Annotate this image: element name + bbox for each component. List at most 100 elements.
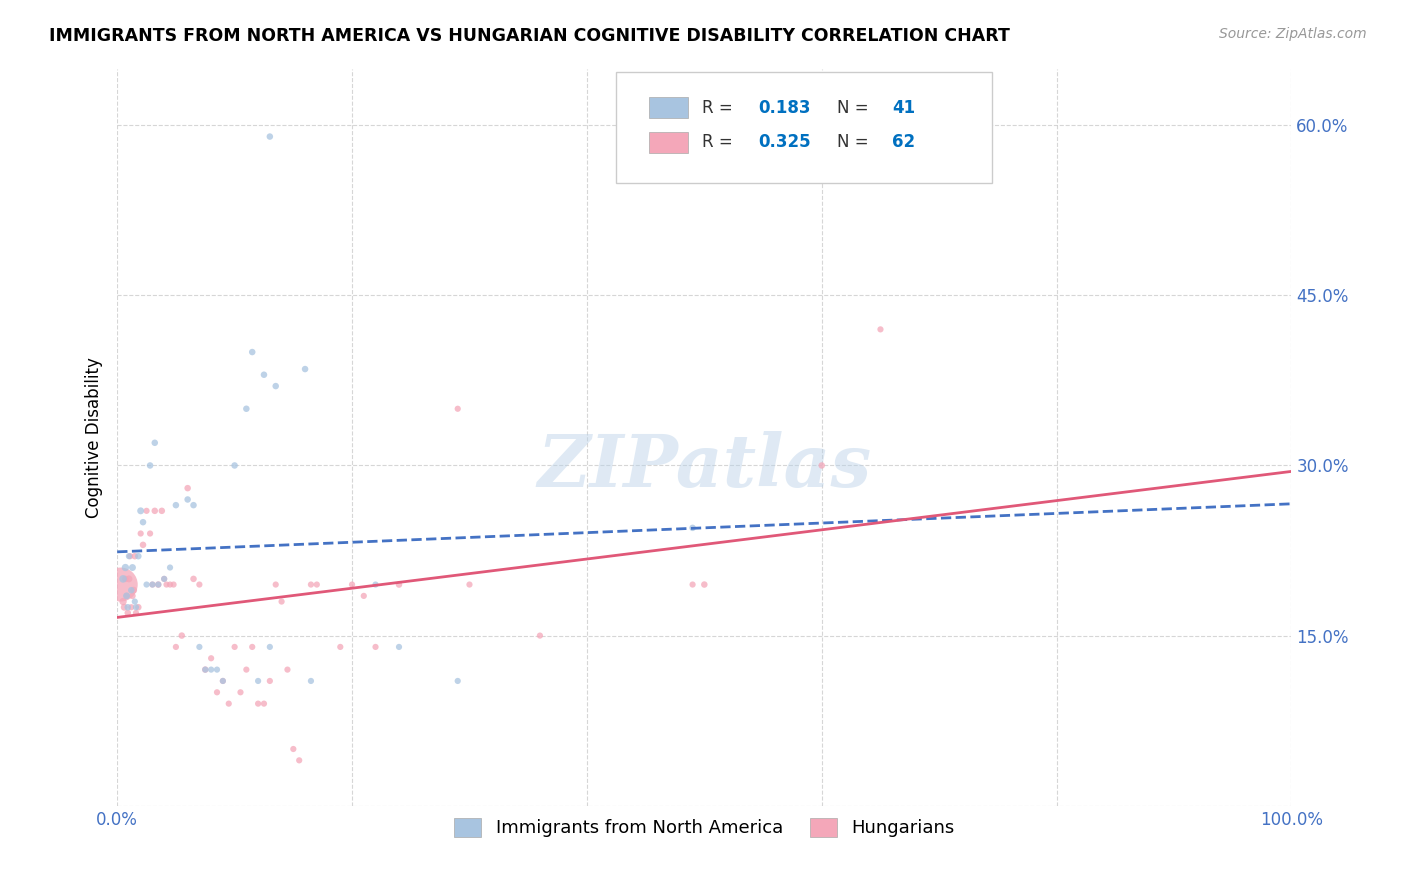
Text: IMMIGRANTS FROM NORTH AMERICA VS HUNGARIAN COGNITIVE DISABILITY CORRELATION CHAR: IMMIGRANTS FROM NORTH AMERICA VS HUNGARI… — [49, 27, 1010, 45]
Text: N =: N = — [837, 99, 875, 117]
Text: R =: R = — [702, 133, 738, 152]
Point — [148, 577, 170, 591]
Point — [114, 560, 136, 574]
Point — [165, 498, 187, 512]
Point — [118, 572, 141, 586]
Point — [141, 577, 163, 591]
Point — [235, 401, 257, 416]
Point — [529, 629, 551, 643]
Point — [176, 481, 198, 495]
Point — [115, 589, 138, 603]
Point — [364, 640, 387, 654]
Point — [120, 600, 142, 615]
Point — [259, 129, 281, 144]
Point — [112, 572, 135, 586]
Legend: Immigrants from North America, Hungarians: Immigrants from North America, Hungarian… — [447, 811, 962, 845]
Point — [259, 673, 281, 688]
Point — [264, 577, 287, 591]
Point — [188, 640, 211, 654]
FancyBboxPatch shape — [616, 72, 993, 183]
Point — [120, 583, 142, 598]
Point — [447, 673, 470, 688]
Point — [364, 577, 387, 591]
Point — [247, 697, 270, 711]
Point — [141, 577, 163, 591]
Point — [353, 589, 375, 603]
Point — [121, 560, 143, 574]
Point — [114, 572, 136, 586]
Point — [143, 504, 166, 518]
Point — [139, 526, 162, 541]
Point — [240, 640, 263, 654]
Point — [299, 673, 322, 688]
Text: 41: 41 — [893, 99, 915, 117]
Point — [253, 697, 276, 711]
Point — [159, 577, 181, 591]
Text: 62: 62 — [893, 133, 915, 152]
Point — [183, 572, 205, 586]
Text: N =: N = — [837, 133, 875, 152]
Point — [388, 577, 411, 591]
Point — [127, 549, 149, 564]
Point — [120, 549, 142, 564]
Point — [264, 379, 287, 393]
Point — [148, 577, 170, 591]
Point — [150, 504, 173, 518]
Point — [143, 435, 166, 450]
Point — [125, 600, 148, 615]
Point — [288, 753, 311, 767]
Point — [129, 504, 152, 518]
Text: 0.183: 0.183 — [758, 99, 811, 117]
Point — [115, 589, 138, 603]
Point — [110, 577, 132, 591]
Point — [276, 663, 298, 677]
Text: 0.325: 0.325 — [758, 133, 811, 152]
Point — [229, 685, 252, 699]
Point — [205, 663, 228, 677]
Text: ZIPatlas: ZIPatlas — [537, 431, 872, 502]
Point — [212, 673, 235, 688]
FancyBboxPatch shape — [650, 97, 688, 118]
Point — [458, 577, 481, 591]
Point — [810, 458, 832, 473]
Point — [162, 577, 184, 591]
Point — [200, 651, 222, 665]
Point — [159, 560, 181, 574]
Point — [132, 538, 155, 552]
Point — [218, 697, 240, 711]
Point — [165, 640, 187, 654]
Point — [205, 685, 228, 699]
Point — [294, 362, 316, 376]
Point — [340, 577, 363, 591]
Point — [153, 572, 176, 586]
Point — [124, 594, 146, 608]
Point — [170, 629, 193, 643]
Point — [176, 492, 198, 507]
Point — [693, 577, 716, 591]
Point — [194, 663, 217, 677]
Point — [155, 577, 177, 591]
Point — [299, 577, 322, 591]
Point — [127, 600, 149, 615]
Point — [869, 322, 891, 336]
Point — [682, 577, 704, 591]
Point — [135, 577, 157, 591]
Text: Source: ZipAtlas.com: Source: ZipAtlas.com — [1219, 27, 1367, 41]
Text: R =: R = — [702, 99, 738, 117]
Point — [388, 640, 411, 654]
Point — [125, 606, 148, 620]
Point — [247, 673, 270, 688]
Point — [112, 600, 135, 615]
Point — [122, 583, 145, 598]
Point — [124, 549, 146, 564]
Point — [129, 526, 152, 541]
Point — [200, 663, 222, 677]
Point — [259, 640, 281, 654]
Point — [682, 521, 704, 535]
Point — [194, 663, 217, 677]
Point — [118, 549, 141, 564]
Point — [240, 345, 263, 359]
Point — [283, 742, 305, 756]
Point — [305, 577, 328, 591]
Point — [212, 673, 235, 688]
